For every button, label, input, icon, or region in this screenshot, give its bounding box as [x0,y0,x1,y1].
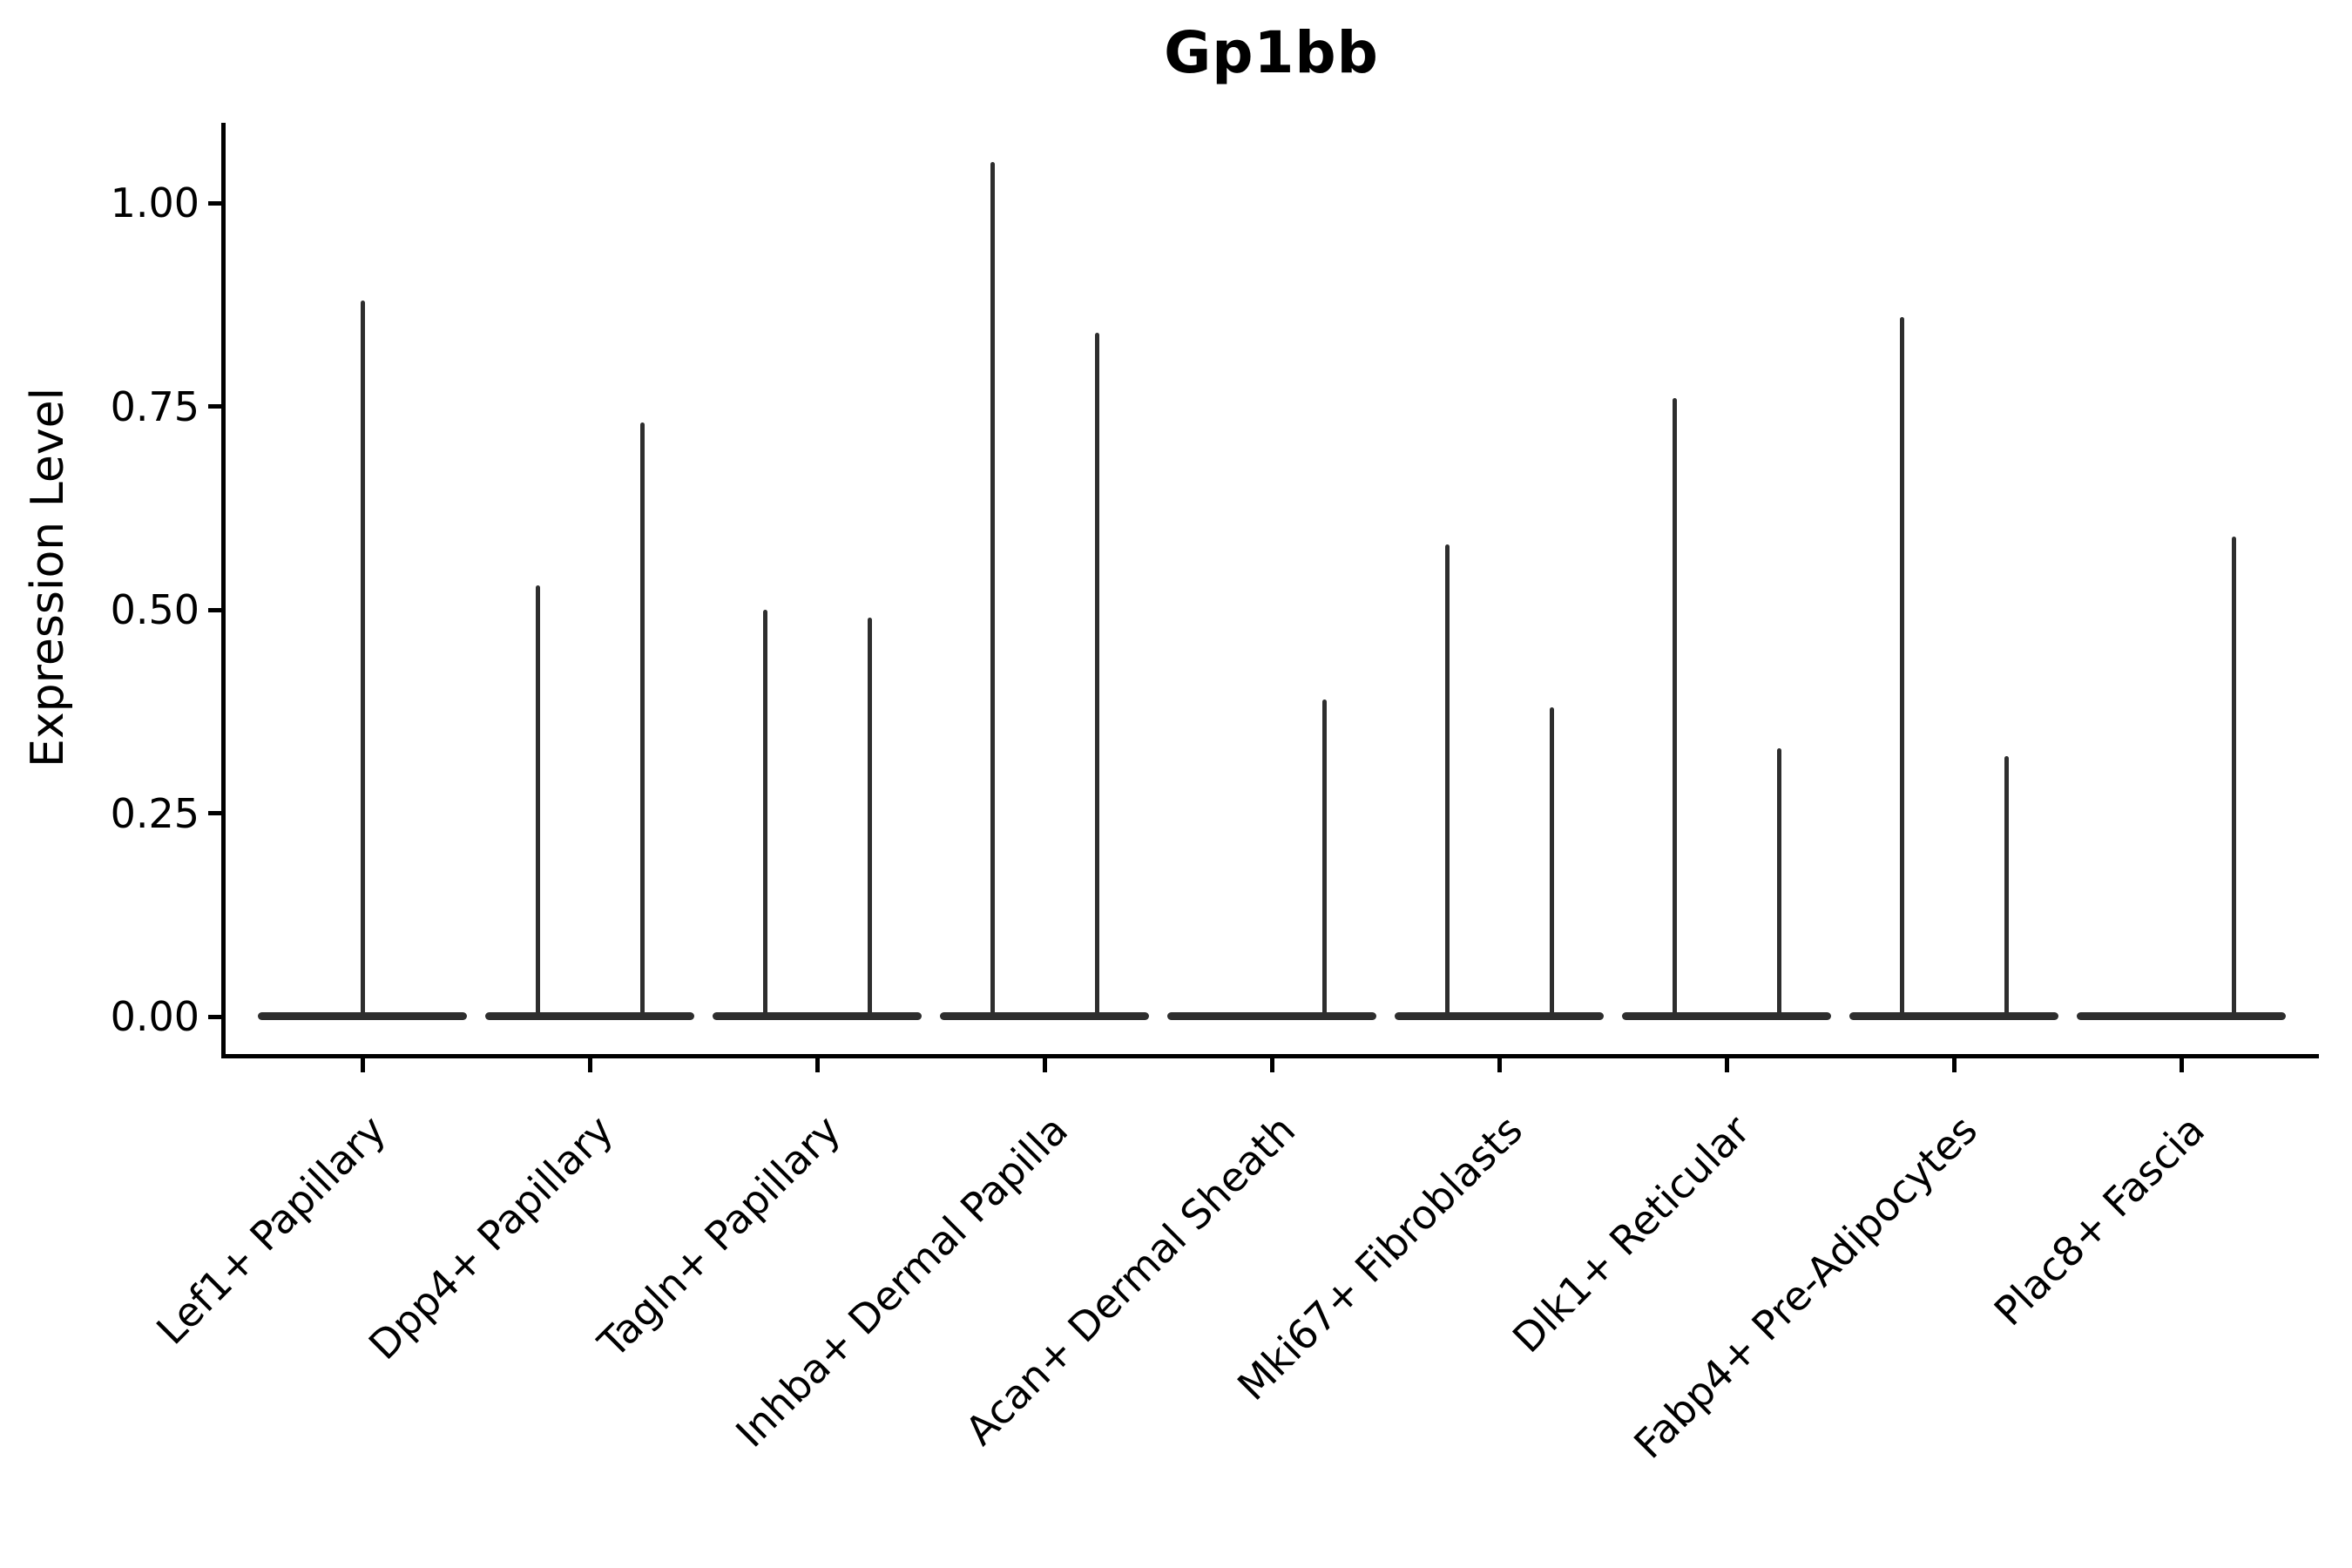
violin-spike [1444,544,1450,1017]
violin-baseline-bar [940,1011,1149,1020]
violin-spike [2004,756,2009,1017]
y-tick-mark [208,811,221,815]
y-tick-label: 0.50 [110,586,199,633]
violin-spike [762,610,767,1017]
x-tick-mark [1269,1058,1274,1072]
violin-spike [1094,333,1099,1017]
y-tick-label: 0.00 [110,993,199,1040]
y-tick-mark [208,1014,221,1019]
x-tick-mark [1724,1058,1729,1072]
violin-spike [1776,747,1781,1017]
x-tick-mark [360,1058,365,1072]
violin-spike [1672,398,1677,1017]
violin-baseline-bar [485,1011,694,1020]
violin-spike [360,301,365,1017]
y-tick-label: 0.75 [110,382,199,430]
y-tick-mark [208,607,221,612]
violin-spike [867,618,872,1017]
x-tick-mark [1951,1058,1957,1072]
y-tick-mark [208,200,221,206]
violin-spike [639,422,645,1017]
violin-spike [1321,699,1327,1017]
violin-baseline-bar [1849,1011,2058,1020]
x-tick-mark [2179,1058,2184,1072]
violin-baseline-bar [713,1011,922,1020]
violin-baseline-bar [1622,1011,1831,1020]
y-tick-mark [208,404,221,409]
x-tick-mark [1042,1058,1047,1072]
chart-title: Gp1bb [1164,19,1379,86]
y-axis-label: Expression Level [22,387,74,768]
violin-spike [535,585,540,1017]
violin-spike [1549,707,1554,1017]
y-tick-label: 0.25 [110,789,199,837]
x-axis-line [221,1054,2319,1058]
x-tick-mark [1497,1058,1502,1072]
x-tick-mark [587,1058,592,1072]
y-tick-label: 1.00 [110,179,199,226]
violin-baseline-bar [1395,1011,1604,1020]
y-axis-line [221,123,226,1058]
violin-spike [990,162,995,1017]
violin-spike [2231,536,2236,1017]
x-tick-mark [814,1058,820,1072]
violin-baseline-bar [2077,1011,2286,1020]
violin-spike [1899,316,1904,1017]
violin-baseline-bar [1167,1011,1376,1020]
